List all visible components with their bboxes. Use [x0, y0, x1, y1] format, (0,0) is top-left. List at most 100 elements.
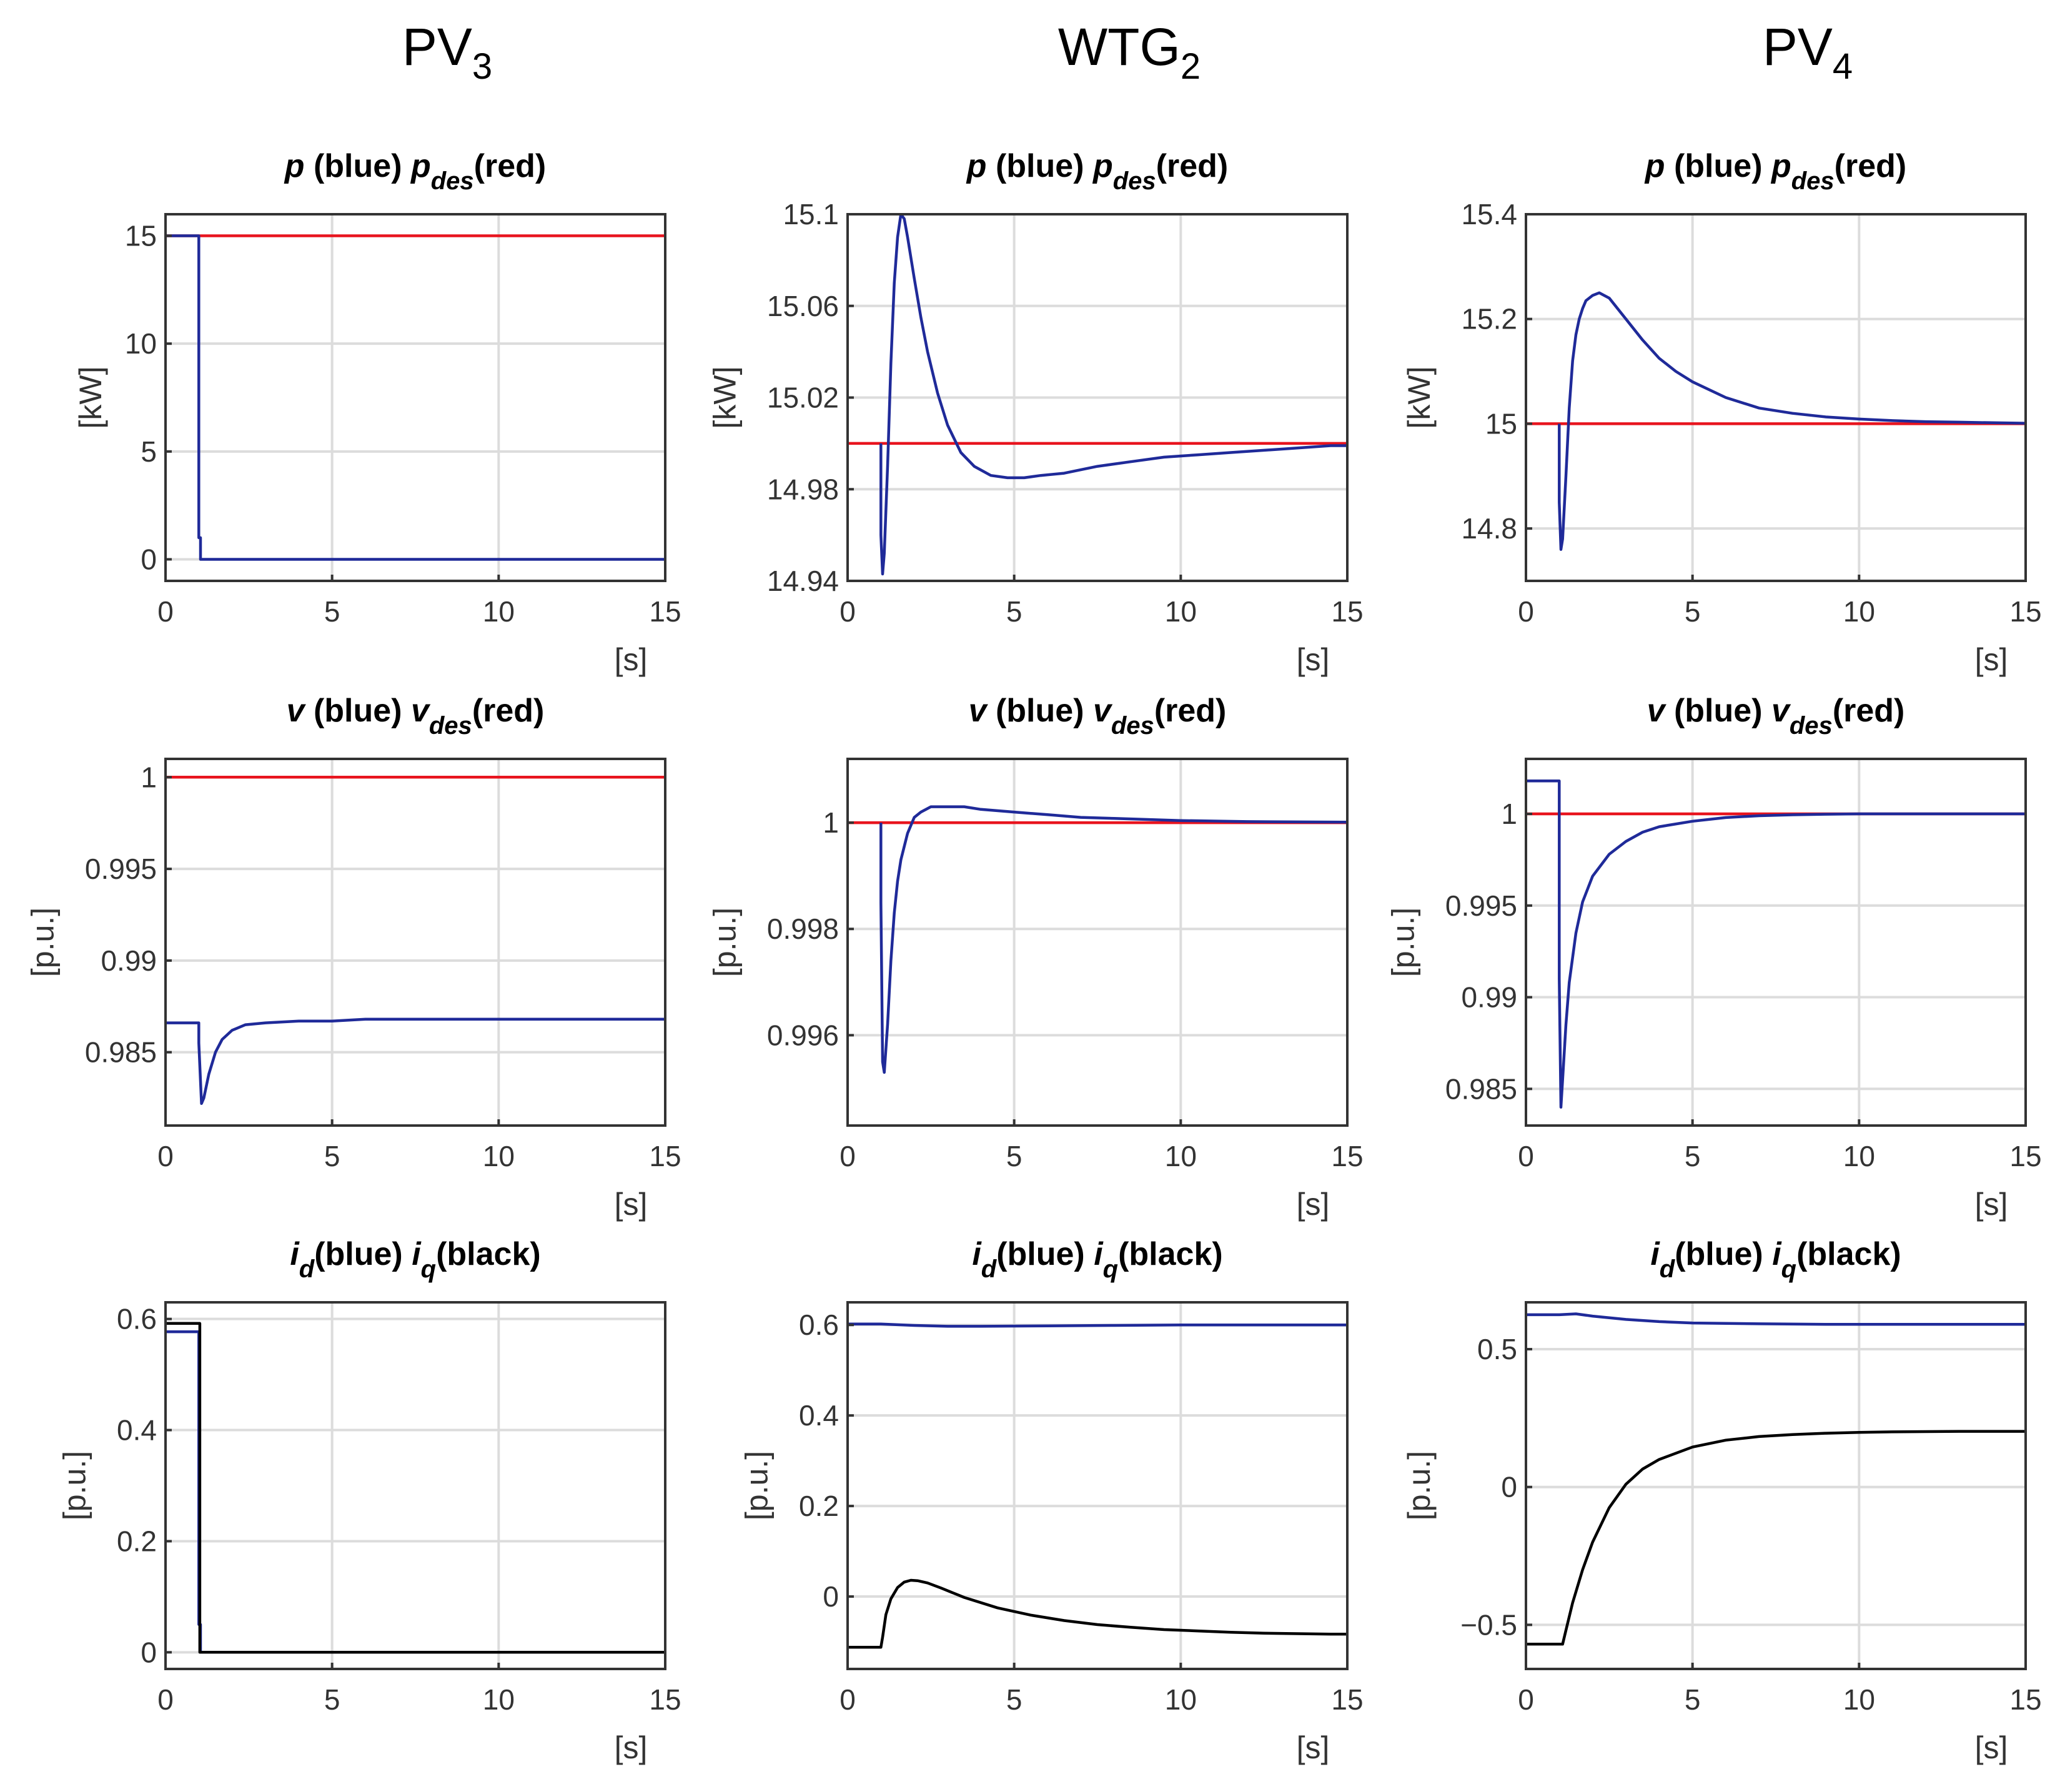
series-line-i-d	[848, 1322, 1347, 1328]
x-axis-label: [s]	[1975, 642, 2008, 677]
series-line-i-d	[1526, 1312, 2026, 1326]
axes-frame	[846, 1301, 1349, 1670]
plot-panel-pv3-v: 0 5 10 15 0.985 0.99 0.995 1 [s] [p.u.] v (blue) v…	[26, 693, 681, 1222]
y-tick-label: 1	[823, 806, 839, 839]
x-tick-label: 10	[1843, 595, 1875, 628]
y-tick-label: 0.995	[1445, 889, 1517, 922]
x-axis-label: [s]	[1297, 1187, 1330, 1222]
axes-frame	[164, 758, 666, 1127]
x-tick-label: 0	[157, 595, 174, 628]
y-tick-label: 0.995	[85, 853, 157, 885]
x-axis-label: [s]	[615, 642, 648, 677]
series-line-p	[879, 214, 1347, 576]
axes-frame	[164, 1301, 666, 1670]
y-tick-label: 0.4	[117, 1414, 157, 1447]
y-tick-label: −0.5	[1460, 1608, 1517, 1641]
x-tick-label: 10	[483, 1683, 515, 1716]
x-tick-label: 0	[157, 1140, 174, 1172]
column-title-pv3: PV3	[402, 17, 492, 87]
x-tick-label: 10	[483, 595, 515, 628]
x-tick-label: 10	[1165, 1140, 1197, 1172]
y-tick-label: 15.06	[767, 290, 839, 322]
series-line-v	[879, 805, 1347, 1074]
column-title-wtg2: WTG2	[1058, 17, 1201, 87]
panel-title: v (blue) vdes(red)	[1647, 693, 1905, 740]
y-tick-label: 0	[823, 1580, 839, 1613]
axes-frame	[1525, 213, 2027, 582]
y-tick-label: 15	[125, 220, 157, 252]
series-line-i-q	[848, 1578, 1347, 1649]
panel-title: p (blue) pdes(red)	[284, 148, 546, 195]
axes-frame	[1525, 1301, 2027, 1670]
x-tick-label: 0	[839, 1683, 856, 1716]
x-axis-label: [s]	[615, 1187, 648, 1222]
x-tick-label: 5	[324, 1683, 340, 1716]
x-tick-label: 0	[157, 1683, 174, 1716]
panel-title: p (blue) pdes(red)	[966, 148, 1228, 195]
x-tick-label: 0	[839, 595, 856, 628]
axes-frame	[846, 758, 1349, 1127]
x-tick-label: 10	[483, 1140, 515, 1172]
plot-panel-pv4-i: 0 5 10 15 −0.5 0 0.5 [s] [p.u.] id(blue) iq(black…	[1402, 1236, 2042, 1765]
x-tick-label: 15	[1331, 595, 1363, 628]
x-tick-label: 5	[1006, 595, 1023, 628]
y-tick-label: 15.02	[767, 382, 839, 414]
axes-frame	[164, 213, 666, 582]
x-tick-label: 10	[1843, 1140, 1875, 1172]
y-tick-label: 10	[125, 327, 157, 360]
x-tick-label: 10	[1165, 1683, 1197, 1716]
y-tick-label: 15.4	[1461, 198, 1517, 230]
y-tick-label: 1	[1501, 798, 1517, 830]
plot-panel-pv3-i: 0 5 10 15 0 0.2 0.4 0.6 [s] [p.u.] id(blue) iq(bla…	[57, 1236, 681, 1765]
panel-title: p (blue) pdes(red)	[1644, 148, 1906, 195]
x-tick-label: 0	[1518, 1683, 1534, 1716]
y-axis-label: [p.u.]	[57, 1451, 92, 1520]
y-tick-label: 14.98	[767, 473, 839, 505]
x-tick-label: 15	[2009, 1140, 2041, 1172]
plot-panel-pv4-p: 0 5 10 15 14.8 15 15.2 15.4 [s] [kW] p (blue) pdes…	[1402, 148, 2042, 677]
y-tick-label: 0	[141, 1636, 157, 1668]
y-tick-label: 15.2	[1461, 303, 1517, 335]
x-tick-label: 15	[649, 1683, 681, 1716]
y-tick-label: 0.4	[799, 1399, 839, 1432]
y-tick-label: 14.94	[767, 565, 839, 597]
y-axis-label: [kW]	[1402, 367, 1437, 429]
y-axis-label: [kW]	[73, 367, 108, 429]
x-tick-label: 15	[2009, 595, 2041, 628]
x-axis-label: [s]	[1975, 1187, 2008, 1222]
y-tick-label: 0.6	[799, 1309, 839, 1341]
y-tick-label: 15.1	[783, 198, 839, 230]
y-axis-label: [p.u.]	[740, 1451, 775, 1520]
y-tick-label: 14.8	[1461, 512, 1517, 545]
axes-frame	[1525, 758, 2027, 1127]
y-axis-label: [p.u.]	[26, 908, 61, 977]
x-axis-label: [s]	[615, 1730, 648, 1765]
y-tick-label: 1	[141, 761, 157, 793]
x-tick-label: 5	[1685, 1140, 1701, 1172]
y-tick-label: 0.99	[101, 944, 157, 977]
plot-panel-pv4-v: 0 5 10 15 0.985 0.99 0.995 1 [s] [p.u.] v (blue) v…	[1386, 693, 2042, 1222]
x-tick-label: 5	[1685, 595, 1701, 628]
x-axis-label: [s]	[1297, 642, 1330, 677]
x-tick-label: 5	[1685, 1683, 1701, 1716]
x-tick-label: 5	[324, 1140, 340, 1172]
y-tick-label: 0.2	[117, 1525, 157, 1557]
y-axis-label: [p.u.]	[1402, 1451, 1437, 1520]
series-line-p	[1558, 291, 2026, 551]
y-tick-label: 0	[141, 543, 157, 575]
plot-panel-wtg2-v: 0 5 10 15 0.996 0.998 1 [s] [p.u.] v (blue) vdes(…	[708, 693, 1364, 1222]
y-tick-label: 0.996	[767, 1019, 839, 1051]
series-line-p	[166, 234, 665, 561]
x-tick-label: 10	[1165, 595, 1197, 628]
panel-title: id(blue) iq(black)	[290, 1236, 540, 1283]
x-tick-label: 15	[649, 1140, 681, 1172]
x-tick-label: 5	[1006, 1140, 1023, 1172]
series-line-v	[1526, 779, 2026, 1109]
y-tick-label: 0.2	[799, 1490, 839, 1522]
x-tick-label: 5	[324, 595, 340, 628]
plot-panel-wtg2-i: 0 5 10 15 0 0.2 0.4 0.6 [s] [p.u.] id(blue) iq(bla…	[740, 1236, 1364, 1765]
y-tick-label: 5	[141, 435, 157, 468]
x-tick-label: 10	[1843, 1683, 1875, 1716]
